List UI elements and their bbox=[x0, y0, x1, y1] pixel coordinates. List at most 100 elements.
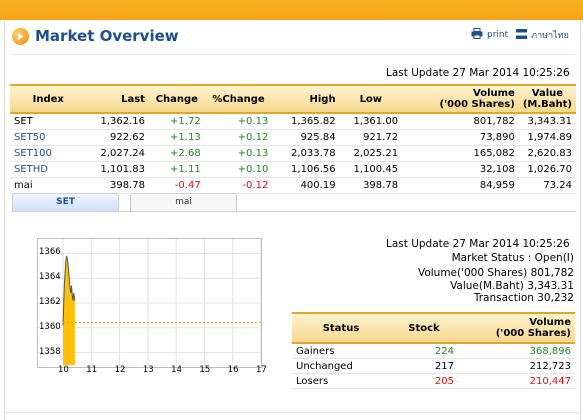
high-cell: 2,033.78 bbox=[272, 145, 340, 162]
low-cell: 1,100.45 bbox=[339, 161, 403, 178]
col-header-status: Status bbox=[292, 312, 390, 344]
tab-mai[interactable]: mai bbox=[130, 193, 237, 211]
divider bbox=[12, 54, 575, 55]
index-table: Index Last Change %Change High Low Volum… bbox=[10, 84, 576, 194]
market-status: Market Status : Open(I) bbox=[451, 252, 574, 264]
table-row[interactable]: SETHD 1,101.83 +1.11 +0.10 1,106.56 1,10… bbox=[10, 161, 576, 178]
pchange-cell: +0.12 bbox=[204, 129, 273, 146]
y-tick-label: 1362 bbox=[39, 297, 61, 307]
market-transaction: Transaction 30,232 bbox=[473, 292, 574, 304]
volume-cell: 84,959 bbox=[402, 177, 519, 194]
y-tick-label: 1364 bbox=[39, 272, 61, 283]
tab-set[interactable]: SET bbox=[12, 193, 119, 211]
high-cell: 925.84 bbox=[272, 129, 340, 146]
status-table: Status Stock Volume ('000 Shares) Gainer… bbox=[292, 312, 575, 389]
value-cell: 73.24 bbox=[518, 177, 576, 194]
index-link[interactable]: SETHD bbox=[10, 161, 87, 178]
table-row[interactable]: SET50 922.62 +1.13 +0.12 925.84 921.72 7… bbox=[10, 129, 576, 146]
change-cell: +2.68 bbox=[148, 145, 205, 162]
x-tick-label: 11 bbox=[86, 365, 98, 375]
divider bbox=[4, 412, 579, 413]
print-icon bbox=[471, 28, 483, 42]
index-name: SET bbox=[10, 113, 87, 130]
high-cell: 400.19 bbox=[272, 177, 340, 194]
top-accent-bar bbox=[0, 0, 583, 20]
last-cell: 398.78 bbox=[86, 177, 149, 194]
volume-cell: 32,108 bbox=[402, 161, 519, 178]
y-tick-label: 1358 bbox=[39, 346, 61, 357]
last-cell: 922.62 bbox=[86, 129, 149, 146]
table-row: Gainers 224 368,896 bbox=[292, 343, 575, 359]
thai-language-link[interactable]: ภาษาไทย bbox=[516, 28, 569, 42]
low-cell: 398.78 bbox=[339, 177, 403, 194]
x-tick-label: 16 bbox=[227, 365, 239, 375]
status-volume-cell: 210,447 bbox=[458, 373, 575, 389]
market-value: Value(M.Baht) 3,343.31 bbox=[450, 280, 574, 292]
col-header-change: Change bbox=[148, 84, 205, 114]
thai-flag-icon bbox=[516, 28, 528, 42]
index-link[interactable]: SET50 bbox=[10, 129, 87, 146]
last-cell: 1,101.83 bbox=[86, 161, 149, 178]
stock-cell: 217 bbox=[390, 358, 458, 374]
col-header-stock: Stock bbox=[390, 312, 458, 344]
x-tick-label: 13 bbox=[142, 365, 154, 375]
x-tick-label: 15 bbox=[199, 365, 211, 375]
col-header-index: Index bbox=[10, 84, 87, 114]
market-volume: Volume('000 Shares) 801,782 bbox=[417, 267, 574, 279]
x-tick-label: 17 bbox=[256, 365, 267, 375]
status-cell: Losers bbox=[292, 373, 390, 389]
pchange-cell: +0.10 bbox=[204, 161, 273, 178]
toolbar: print ภาษาไทย bbox=[471, 28, 577, 42]
low-cell: 1,361.00 bbox=[339, 113, 403, 130]
page-header: Market Overview bbox=[12, 26, 179, 46]
value-cell: 1,974.89 bbox=[518, 129, 576, 146]
index-name: mai bbox=[10, 177, 87, 194]
low-cell: 2,025.21 bbox=[339, 145, 403, 162]
status-volume-cell: 212,723 bbox=[458, 358, 575, 374]
col-header-status-volume: Volume ('000 Shares) bbox=[458, 312, 575, 344]
value-cell: 2,620.83 bbox=[518, 145, 576, 162]
change-cell: -0.47 bbox=[148, 177, 205, 194]
stock-cell: 205 bbox=[390, 373, 458, 389]
change-cell: +1.11 bbox=[148, 161, 205, 178]
index-link[interactable]: SET100 bbox=[10, 145, 87, 162]
stock-cell: 224 bbox=[390, 343, 458, 359]
x-tick-label: 10 bbox=[58, 365, 69, 375]
volume-cell: 801,782 bbox=[402, 113, 519, 130]
pchange-cell: +0.13 bbox=[204, 145, 273, 162]
index-last-update: Last Update 27 Mar 2014 10:25:26 bbox=[386, 67, 570, 79]
value-cell: 3,343.31 bbox=[518, 113, 576, 130]
y-tick-label: 1360 bbox=[39, 321, 61, 332]
print-label: print bbox=[487, 30, 509, 40]
x-tick-label: 12 bbox=[114, 365, 126, 375]
pchange-cell: -0.12 bbox=[204, 177, 273, 194]
status-cell: Gainers bbox=[292, 343, 390, 359]
col-header-pchange: %Change bbox=[204, 84, 273, 114]
thai-label: ภาษาไทย bbox=[531, 31, 569, 41]
table-row[interactable]: SET100 2,027.24 +2.68 +0.13 2,033.78 2,0… bbox=[10, 145, 576, 162]
intraday-chart bbox=[37, 238, 262, 368]
y-tick-label: 1366 bbox=[39, 247, 61, 258]
col-header-volume: Volume ('000 Shares) bbox=[402, 84, 519, 114]
table-row: mai 398.78 -0.47 -0.12 400.19 398.78 84,… bbox=[10, 177, 576, 194]
arrow-right-icon bbox=[12, 27, 29, 45]
volume-cell: 73,890 bbox=[402, 129, 519, 146]
high-cell: 1,365.82 bbox=[272, 113, 340, 130]
table-row: Losers 205 210,447 bbox=[292, 373, 575, 389]
table-row: SET 1,362.16 +1.72 +0.13 1,365.82 1,361.… bbox=[10, 113, 576, 130]
high-cell: 1,106.56 bbox=[272, 161, 340, 178]
status-volume-cell: 368,896 bbox=[458, 343, 575, 359]
col-header-last: Last bbox=[86, 84, 149, 114]
volume-cell: 165,082 bbox=[402, 145, 519, 162]
intraday-chart-svg bbox=[38, 239, 262, 367]
price-area bbox=[63, 255, 75, 365]
col-header-high: High bbox=[272, 84, 340, 114]
col-header-value: Value (M.Baht) bbox=[518, 84, 576, 114]
last-cell: 2,027.24 bbox=[86, 145, 149, 162]
value-cell: 1,026.70 bbox=[518, 161, 576, 178]
market-tabs: SET mai bbox=[12, 193, 576, 212]
price-line bbox=[62, 255, 76, 326]
change-cell: +1.13 bbox=[148, 129, 205, 146]
pchange-cell: +0.13 bbox=[204, 113, 273, 130]
print-link[interactable]: print bbox=[471, 28, 508, 42]
